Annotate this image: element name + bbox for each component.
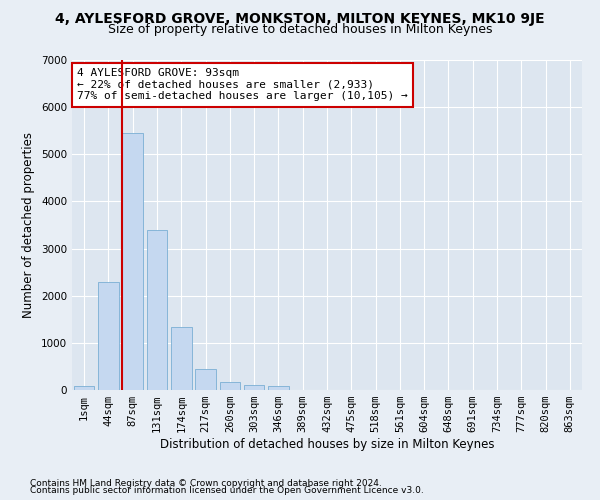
Bar [122,133,143,390]
Text: 4, AYLESFORD GROVE, MONKSTON, MILTON KEYNES, MK10 9JE: 4, AYLESFORD GROVE, MONKSTON, MILTON KEY… [55,12,545,26]
Bar [195,369,216,390]
Text: Size of property relative to detached houses in Milton Keynes: Size of property relative to detached ho… [108,22,492,36]
Bar [171,328,191,390]
Text: Contains HM Land Registry data © Crown copyright and database right 2024.: Contains HM Land Registry data © Crown c… [30,478,382,488]
Bar [220,382,240,390]
Text: 4 AYLESFORD GROVE: 93sqm
← 22% of detached houses are smaller (2,933)
77% of sem: 4 AYLESFORD GROVE: 93sqm ← 22% of detach… [77,68,408,102]
Bar [74,386,94,390]
Bar [244,386,265,390]
Bar [268,386,289,390]
Y-axis label: Number of detached properties: Number of detached properties [22,132,35,318]
X-axis label: Distribution of detached houses by size in Milton Keynes: Distribution of detached houses by size … [160,438,494,451]
Text: Contains public sector information licensed under the Open Government Licence v3: Contains public sector information licen… [30,486,424,495]
Bar [98,282,119,390]
Bar [146,230,167,390]
